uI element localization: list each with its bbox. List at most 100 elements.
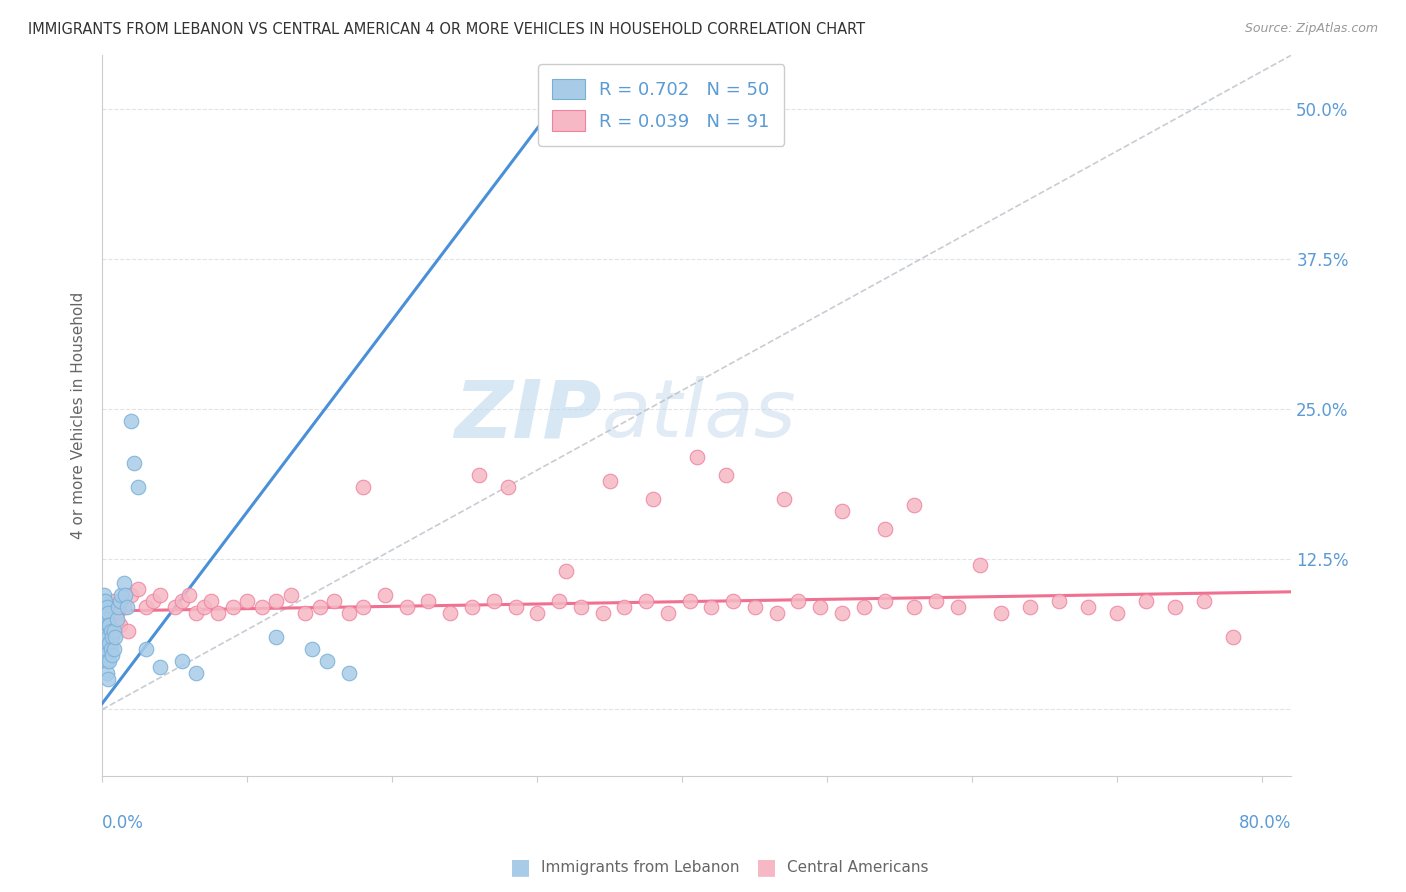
Point (98, 607, 121, 621)
Point (97, 631, 120, 645)
Point (97, 607, 120, 621)
Point (97, 612, 120, 626)
Point (96, 600, 118, 615)
Point (149, 589, 172, 603)
Point (110, 589, 132, 603)
Point (678, 594, 700, 608)
Point (93, 618, 115, 632)
Point (105, 612, 128, 626)
Point (97, 642, 120, 657)
Point (112, 576, 135, 591)
Text: Immigrants from Lebanon: Immigrants from Lebanon (541, 860, 740, 874)
Point (120, 589, 142, 603)
Point (135, 600, 157, 615)
Point (127, 480, 149, 494)
Point (787, 594, 810, 608)
Point (93, 624, 115, 639)
Point (100, 636, 122, 650)
Point (127, 582, 149, 597)
Point (808, 600, 831, 615)
Point (831, 504, 853, 518)
Point (236, 594, 259, 608)
Point (714, 468, 737, 483)
Point (96, 612, 118, 626)
Point (264, 631, 287, 645)
Point (418, 594, 440, 608)
Point (135, 642, 157, 657)
Point (142, 594, 165, 608)
Point (93, 589, 115, 603)
Point (526, 607, 548, 621)
Point (548, 594, 571, 608)
Text: Central Americans: Central Americans (787, 860, 929, 874)
Point (875, 594, 897, 608)
Point (94, 594, 117, 608)
Point (94, 618, 117, 632)
Point (831, 607, 853, 621)
Point (700, 600, 723, 615)
Point (395, 600, 418, 615)
Point (105, 607, 128, 621)
Point (93, 642, 115, 657)
Point (308, 600, 330, 615)
Point (1077, 600, 1099, 615)
Point (94, 612, 117, 626)
Point (374, 589, 396, 603)
Point (592, 607, 614, 621)
Point (108, 594, 131, 608)
Point (222, 600, 245, 615)
Point (744, 600, 766, 615)
Point (93, 594, 115, 608)
Point (186, 666, 208, 681)
Point (94, 624, 117, 639)
Point (969, 558, 991, 573)
Text: Source: ZipAtlas.com: Source: ZipAtlas.com (1244, 22, 1378, 36)
Point (98, 636, 121, 650)
Point (96, 600, 118, 615)
Point (1019, 600, 1042, 615)
Point (94, 636, 117, 650)
Point (96, 655, 118, 669)
Point (117, 624, 139, 639)
Point (439, 607, 461, 621)
Point (96, 624, 118, 639)
Point (98, 618, 121, 632)
Point (569, 600, 592, 615)
Point (96, 666, 118, 681)
Point (280, 589, 302, 603)
Point (94, 607, 117, 621)
Point (772, 492, 794, 507)
Point (1194, 594, 1216, 608)
Point (468, 468, 491, 483)
Point (93, 607, 115, 621)
Text: ■: ■ (756, 857, 776, 877)
Point (643, 492, 665, 507)
Point (115, 600, 138, 615)
Point (496, 480, 519, 494)
Point (352, 600, 374, 615)
Point (98, 655, 121, 669)
Legend: R = 0.702   N = 50, R = 0.039   N = 91: R = 0.702 N = 50, R = 0.039 N = 91 (538, 64, 785, 145)
Text: IMMIGRANTS FROM LEBANON VS CENTRAL AMERICAN 4 OR MORE VEHICLES IN HOUSEHOLD CORR: IMMIGRANTS FROM LEBANON VS CENTRAL AMERI… (28, 22, 865, 37)
Point (120, 414, 142, 428)
Point (946, 600, 969, 615)
Point (903, 499, 925, 513)
Point (179, 589, 201, 603)
Point (337, 607, 360, 621)
Text: atlas: atlas (602, 376, 796, 454)
Point (97, 618, 120, 632)
Point (1135, 594, 1157, 608)
Point (264, 594, 287, 608)
Point (875, 522, 897, 536)
Point (505, 600, 527, 615)
Point (104, 631, 127, 645)
Point (107, 600, 129, 615)
Point (482, 594, 505, 608)
Point (100, 624, 122, 639)
Point (352, 480, 374, 494)
Point (193, 600, 215, 615)
Point (903, 600, 925, 615)
Point (101, 648, 124, 663)
Point (103, 624, 125, 639)
Point (186, 607, 208, 621)
